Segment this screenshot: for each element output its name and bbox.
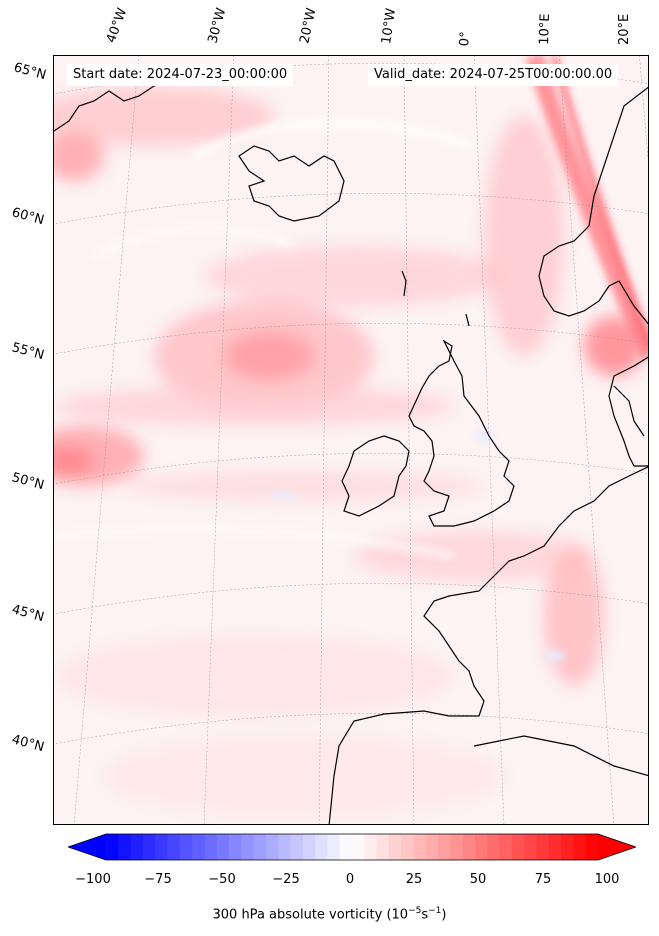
colorbar-segment [524, 834, 537, 860]
lat-label-65n: 65°N [12, 60, 48, 84]
colorbar-tick-label: −100 [75, 872, 111, 887]
colorbar-segment [475, 834, 488, 860]
lon-label-20e: 20°E [617, 13, 632, 45]
colorbar-outline [68, 833, 636, 861]
colorbar-tick-label: −75 [144, 872, 172, 887]
lat-label-60n: 60°N [10, 205, 46, 229]
colorbar-segment [499, 834, 513, 860]
colorbar-title-unit: s [421, 907, 429, 923]
colorbar-segment [118, 834, 132, 860]
colorbar-segment [142, 834, 156, 860]
colorbar-segment [462, 834, 476, 860]
colorbar-segment [155, 834, 168, 860]
colorbar-segment [229, 834, 242, 860]
colorbar-segment [376, 834, 390, 860]
colorbar-segment [585, 834, 599, 860]
vorticity-field [54, 86, 644, 816]
colorbar-segment [130, 834, 144, 860]
colorbar-segment [302, 834, 316, 860]
colorbar-segment [167, 834, 181, 860]
colorbar-segment [327, 834, 341, 860]
colorbar-segment [106, 834, 119, 860]
colorbar-min-extension [68, 834, 106, 860]
colorbar-segment [573, 834, 587, 860]
lat-label-55n: 55°N [10, 340, 46, 364]
colorbar [68, 833, 636, 861]
lon-label-10e: 10°E [537, 13, 554, 45]
colorbar-title-text: 300 hPa absolute vorticity (10 [212, 907, 409, 923]
colorbar-tick-label: 100 [594, 872, 620, 887]
lat-label-45n: 45°N [10, 602, 46, 626]
colorbar-segment [438, 834, 451, 860]
colorbar-segment [511, 834, 525, 860]
colorbar-segment [192, 834, 205, 860]
colorbar-tick-label: −50 [208, 872, 236, 887]
colorbar-segments [106, 834, 599, 860]
colorbar-segment [352, 834, 365, 860]
colorbar-segment [216, 834, 230, 860]
colorbar-segment [204, 834, 218, 860]
colorbar-segment [487, 834, 501, 860]
vorticity-map [54, 56, 648, 824]
colorbar-segment [388, 834, 402, 860]
lon-label-30w: 30°W [205, 6, 230, 45]
colorbar-segment [179, 834, 193, 860]
colorbar-segment [241, 834, 255, 860]
map-panel [53, 55, 649, 825]
lon-label-10w: 10°W [379, 7, 399, 45]
colorbar-title-close: ) [441, 907, 447, 923]
colorbar-segment [413, 834, 427, 860]
colorbar-segment [364, 834, 378, 860]
lon-label-40w: 40°W [103, 6, 131, 45]
colorbar-segment [265, 834, 279, 860]
colorbar-max-extension [598, 834, 636, 860]
colorbar-segment [548, 834, 562, 860]
colorbar-segment [536, 834, 550, 860]
colorbar-segment [561, 834, 574, 860]
valid-date-label: Valid_date: 2024-07-25T00:00:00.00 [368, 64, 619, 86]
colorbar-segment [290, 834, 304, 860]
colorbar-segment [339, 834, 353, 860]
lon-label-20w: 20°W [297, 6, 320, 45]
colorbar-tick-label: −25 [272, 872, 300, 887]
colorbar-tick-label: 0 [345, 872, 355, 887]
colorbar-tick-label: 75 [534, 872, 552, 887]
colorbar-segment [450, 834, 464, 860]
colorbar-segment [315, 834, 328, 860]
colorbar-title: 300 hPa absolute vorticity (10−5s−1) [0, 906, 659, 922]
colorbar-segment [425, 834, 439, 860]
colorbar-segment [401, 834, 414, 860]
lat-label-50n: 50°N [10, 470, 46, 494]
colorbar-title-exponent: −1 [428, 906, 442, 916]
start-date-label: Start date: 2024-07-23_00:00:00 [67, 64, 294, 86]
colorbar-tick-label: 25 [405, 872, 423, 887]
colorbar-tick-label: 50 [469, 872, 487, 887]
lon-label-0: 0° [457, 30, 474, 47]
coastlines [54, 80, 648, 824]
lat-label-40n: 40°N [10, 732, 46, 756]
colorbar-segment [278, 834, 291, 860]
colorbar-title-exponent: −5 [408, 906, 422, 916]
colorbar-segment [253, 834, 267, 860]
